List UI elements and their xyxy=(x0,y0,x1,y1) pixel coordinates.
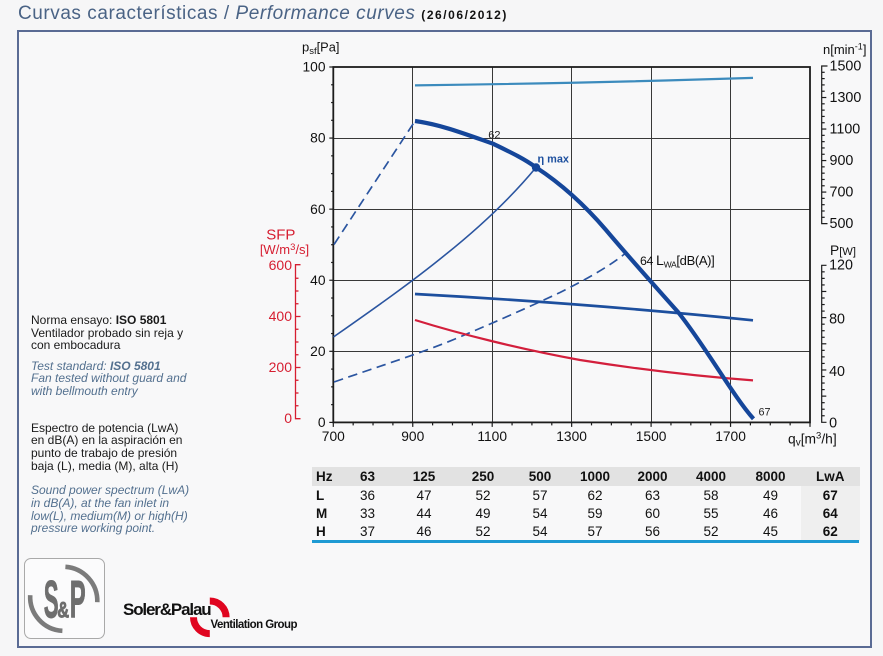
svg-text:[W/m3/s]: [W/m3/s] xyxy=(260,242,309,257)
svg-text:1700: 1700 xyxy=(715,429,746,444)
svg-text:100: 100 xyxy=(302,60,325,75)
svg-text:qv[m3/h]: qv[m3/h] xyxy=(788,430,837,448)
svg-text:80: 80 xyxy=(310,131,326,146)
svg-text:62: 62 xyxy=(488,130,500,142)
svg-text:1100: 1100 xyxy=(830,122,861,138)
svg-text:120: 120 xyxy=(829,257,853,273)
svg-text:1300: 1300 xyxy=(556,429,587,444)
svg-text:60: 60 xyxy=(310,202,326,217)
svg-text:S: S xyxy=(44,569,59,629)
svg-text:P[W]: P[W] xyxy=(830,243,856,258)
svg-text:67: 67 xyxy=(759,406,771,418)
svg-text:1100: 1100 xyxy=(477,429,507,444)
svg-text:1300: 1300 xyxy=(830,90,862,106)
svg-text:psf[Pa]: psf[Pa] xyxy=(302,40,339,57)
svg-text:40: 40 xyxy=(829,364,845,380)
svg-text:500: 500 xyxy=(830,216,854,232)
svg-text:80: 80 xyxy=(829,312,845,328)
svg-text:200: 200 xyxy=(269,359,293,375)
svg-text:1500: 1500 xyxy=(636,429,667,444)
svg-text:700: 700 xyxy=(322,429,345,444)
svg-text:40: 40 xyxy=(310,273,326,288)
svg-text:P: P xyxy=(70,570,86,629)
svg-text:64 LWA[dB(A)]: 64 LWA[dB(A)] xyxy=(640,253,714,269)
svg-text:0: 0 xyxy=(318,415,326,430)
svg-text:1500: 1500 xyxy=(830,59,862,75)
svg-text:400: 400 xyxy=(269,308,293,324)
svg-text:n[min-1]: n[min-1] xyxy=(823,42,866,58)
svg-text:0: 0 xyxy=(829,415,837,431)
svg-text:700: 700 xyxy=(830,185,854,201)
svg-text:&: & xyxy=(57,598,69,623)
svg-text:900: 900 xyxy=(401,429,424,444)
svg-text:900: 900 xyxy=(830,153,854,169)
svg-text:η max: η max xyxy=(538,154,569,166)
svg-text:SFP: SFP xyxy=(266,227,295,244)
svg-text:0: 0 xyxy=(284,410,292,426)
svg-text:20: 20 xyxy=(310,344,326,359)
svg-text:600: 600 xyxy=(269,257,293,273)
